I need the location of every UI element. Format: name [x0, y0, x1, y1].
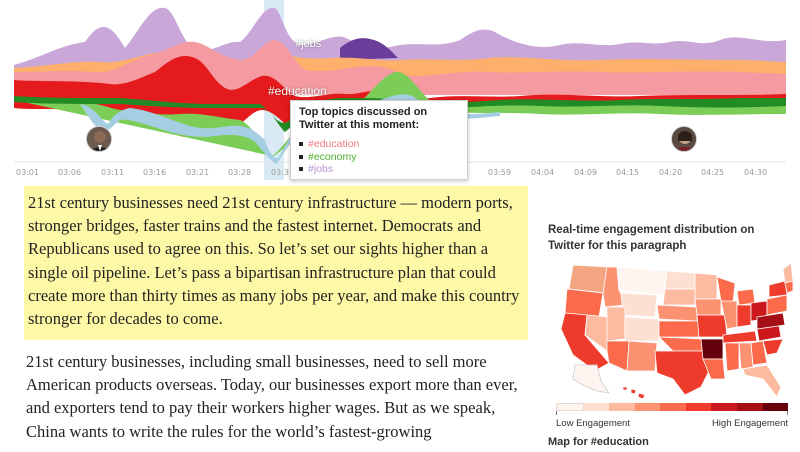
time-label: 03:06: [58, 168, 82, 177]
state-region[interactable]: [694, 298, 722, 316]
speech-paragraph[interactable]: 21st century businesses, including small…: [26, 352, 518, 441]
bullet-icon: [299, 154, 303, 159]
state-region[interactable]: [616, 266, 668, 296]
state-region[interactable]: [606, 306, 626, 342]
time-label: 03:59: [488, 168, 512, 177]
state-region[interactable]: [736, 304, 752, 328]
legend-swatch: [685, 403, 712, 411]
state-region[interactable]: [738, 342, 754, 370]
time-label: 04:04: [531, 168, 555, 177]
person-icon: [672, 127, 696, 151]
stream-label-jobs: #jobs: [295, 38, 322, 50]
legend-color-scale: [556, 403, 789, 411]
state-region[interactable]: [762, 338, 784, 356]
time-label: 03:11: [101, 168, 125, 177]
topic-label: #education: [308, 138, 360, 150]
state-region[interactable]: [624, 316, 660, 342]
state-region-hawaii[interactable]: [622, 386, 646, 400]
time-label: 04:20: [659, 168, 683, 177]
state-region[interactable]: [750, 340, 768, 366]
time-label: 03:01: [16, 168, 40, 177]
state-region[interactable]: [722, 330, 758, 344]
legend-swatch: [583, 403, 610, 411]
topic-label: #economy: [308, 150, 357, 163]
tooltip-topic-list: #education #economy #jobs: [299, 138, 459, 176]
legend-swatch: [609, 403, 635, 411]
time-label: 04:15: [616, 168, 640, 177]
legend-low-label: Low Engagement: [556, 418, 630, 429]
state-region[interactable]: [782, 262, 793, 284]
bullet-icon: [299, 142, 303, 147]
state-region[interactable]: [694, 272, 718, 300]
state-region[interactable]: [657, 336, 704, 352]
us-engagement-map[interactable]: [545, 255, 793, 400]
state-region[interactable]: [724, 342, 740, 372]
bullet-icon: [299, 167, 303, 172]
state-region[interactable]: [568, 264, 608, 294]
engagement-panel-title: Real-time engagement distribution on Twi…: [548, 224, 755, 252]
legend-swatch: [660, 403, 686, 411]
tooltip-topic-economy[interactable]: #economy: [299, 151, 459, 164]
state-region[interactable]: [620, 292, 658, 318]
state-region-alaska[interactable]: [572, 364, 610, 394]
state-region[interactable]: [564, 288, 604, 318]
tooltip-topic-education[interactable]: #education: [299, 138, 459, 151]
state-region[interactable]: [696, 314, 728, 338]
time-label: 04:09: [574, 168, 598, 177]
stream-layer-economy-dark: [14, 96, 786, 132]
speaker-avatar-obama[interactable]: [86, 126, 112, 152]
state-region[interactable]: [768, 280, 788, 298]
time-label: 03:16: [143, 168, 167, 177]
tooltip-topic-jobs[interactable]: #jobs: [299, 163, 459, 176]
time-label: 03:21: [186, 168, 210, 177]
state-region[interactable]: [626, 340, 658, 372]
engagement-legend: Low Engagement High Engagement: [556, 403, 789, 429]
legend-swatch: [762, 403, 789, 411]
stream-layer-other-blue: [80, 104, 300, 164]
legend-swatch: [711, 403, 737, 411]
topic-tooltip: Top topics discussed on Twitter at this …: [290, 100, 468, 180]
state-region[interactable]: [656, 304, 698, 322]
state-region[interactable]: [662, 288, 696, 306]
state-region[interactable]: [606, 340, 630, 372]
legend-high-label: High Engagement: [711, 418, 788, 429]
state-region[interactable]: [742, 364, 782, 398]
time-label: 03:3: [271, 168, 289, 177]
state-region[interactable]: [766, 294, 788, 316]
stream-label-education: #education: [268, 84, 327, 98]
map-caption: Map for #education: [548, 436, 649, 448]
legend-swatch: [736, 403, 763, 411]
time-label: 04:30: [744, 168, 768, 177]
tooltip-title: Top topics discussed on Twitter at this …: [299, 106, 428, 131]
legend-swatch: [634, 403, 661, 411]
legend-swatch: [556, 403, 584, 411]
person-icon: [87, 127, 111, 151]
state-region[interactable]: [700, 338, 724, 360]
topic-label: #jobs: [308, 163, 334, 175]
state-region[interactable]: [664, 270, 696, 290]
topic-streamgraph[interactable]: #jobs #education 03:01 03:06 03:11 03:16…: [0, 0, 800, 185]
state-region[interactable]: [658, 320, 700, 338]
time-label: 04:25: [701, 168, 725, 177]
speaker-avatar-2[interactable]: [671, 126, 697, 152]
state-region[interactable]: [756, 312, 786, 330]
time-label: 03:28: [228, 168, 252, 177]
speech-paragraph-highlighted[interactable]: 21st century businesses need 21st centur…: [24, 186, 528, 340]
legend-ticks: [556, 411, 788, 415]
state-region[interactable]: [702, 358, 726, 380]
state-region[interactable]: [784, 280, 793, 294]
stream-layer-jobs-dark: [340, 38, 398, 60]
